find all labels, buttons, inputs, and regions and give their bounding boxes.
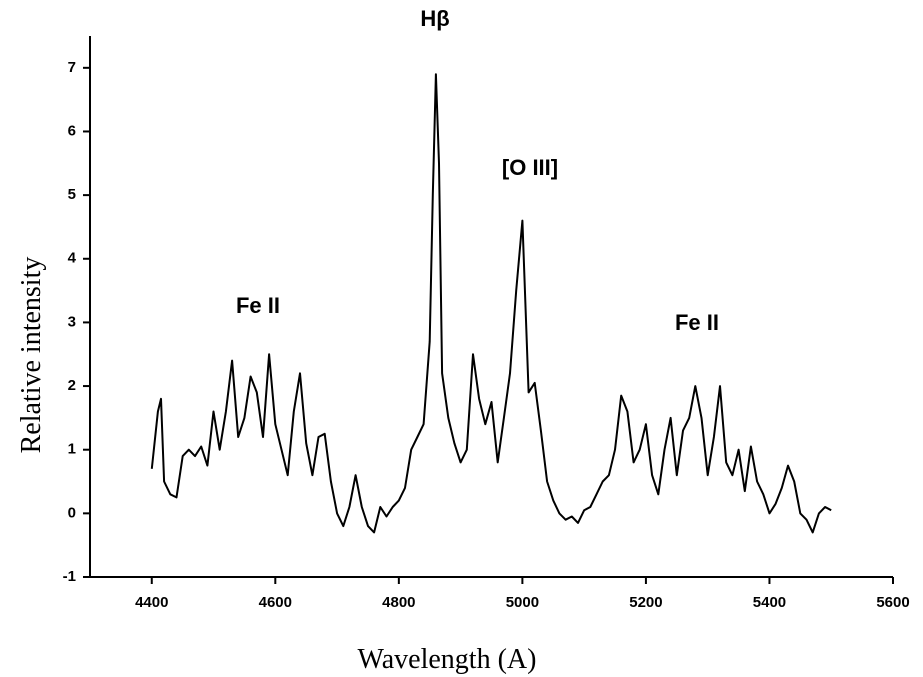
annotation: Fe II <box>236 293 280 318</box>
x-tick-label: 4600 <box>259 594 292 611</box>
spectrum-line <box>150 73 832 534</box>
x-axis-label: Wavelength (A) <box>358 644 537 675</box>
x-tick-label: 5400 <box>753 594 786 611</box>
x-tick-label: 4800 <box>382 594 415 611</box>
y-tick-label: 7 <box>68 59 76 76</box>
x-tick-label: 5000 <box>506 594 539 611</box>
y-tick-label: 1 <box>68 441 76 458</box>
x-tick-label: 5600 <box>876 594 909 611</box>
y-tick-label: 3 <box>68 313 76 330</box>
y-tick-label: 6 <box>68 122 76 139</box>
y-tick-label: 5 <box>68 186 76 203</box>
y-tick-label: 4 <box>68 250 77 267</box>
annotation: Fe II <box>675 310 719 335</box>
y-axis-label: Relative intensity <box>16 257 47 454</box>
y-tick-label: 2 <box>68 377 76 394</box>
x-tick-label: 4400 <box>135 594 168 611</box>
y-tick-label: 0 <box>68 504 76 521</box>
x-tick-label: 5200 <box>629 594 662 611</box>
annotation: Hβ <box>420 6 449 31</box>
annotation: [O III] <box>502 155 558 180</box>
y-tick-label: -1 <box>63 568 76 585</box>
